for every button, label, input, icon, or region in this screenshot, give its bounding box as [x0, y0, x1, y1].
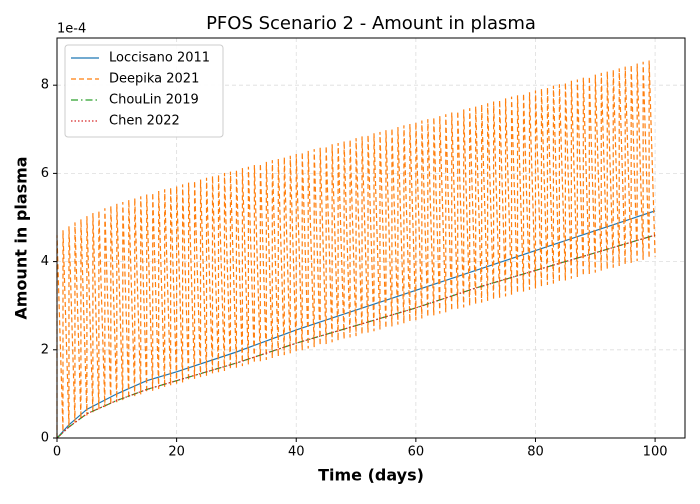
- y-tick-label: 4: [41, 254, 49, 269]
- chart-title: PFOS Scenario 2 - Amount in plasma: [206, 13, 536, 34]
- y-tick-label: 0: [41, 431, 49, 446]
- y-tick-label: 8: [41, 78, 49, 93]
- data-line: [56, 60, 656, 438]
- x-tick-label: 60: [408, 445, 425, 460]
- data-line: [56, 210, 656, 439]
- x-tick-label: 40: [288, 445, 305, 460]
- data-line: [56, 234, 656, 439]
- legend-label: ChouLin 2019: [109, 93, 199, 108]
- y-tick-label: 2: [41, 342, 49, 357]
- legend-label: Loccisano 2011: [109, 51, 210, 66]
- x-tick-label: 20: [168, 445, 185, 460]
- plot-frame: [56, 37, 686, 439]
- y-tick-label: 6: [41, 166, 49, 181]
- x-axis-label: Time (days): [318, 466, 424, 485]
- y-offset-label: 1e-4: [57, 22, 86, 37]
- x-tick-label: 100: [643, 445, 668, 460]
- x-tick-label: 0: [53, 445, 61, 460]
- legend-label: Chen 2022: [109, 114, 180, 129]
- legend-label: Deepika 2021: [109, 72, 199, 87]
- y-axis-label: Amount in plasma: [12, 156, 31, 319]
- legend-box: [64, 44, 224, 138]
- x-tick-label: 80: [527, 445, 544, 460]
